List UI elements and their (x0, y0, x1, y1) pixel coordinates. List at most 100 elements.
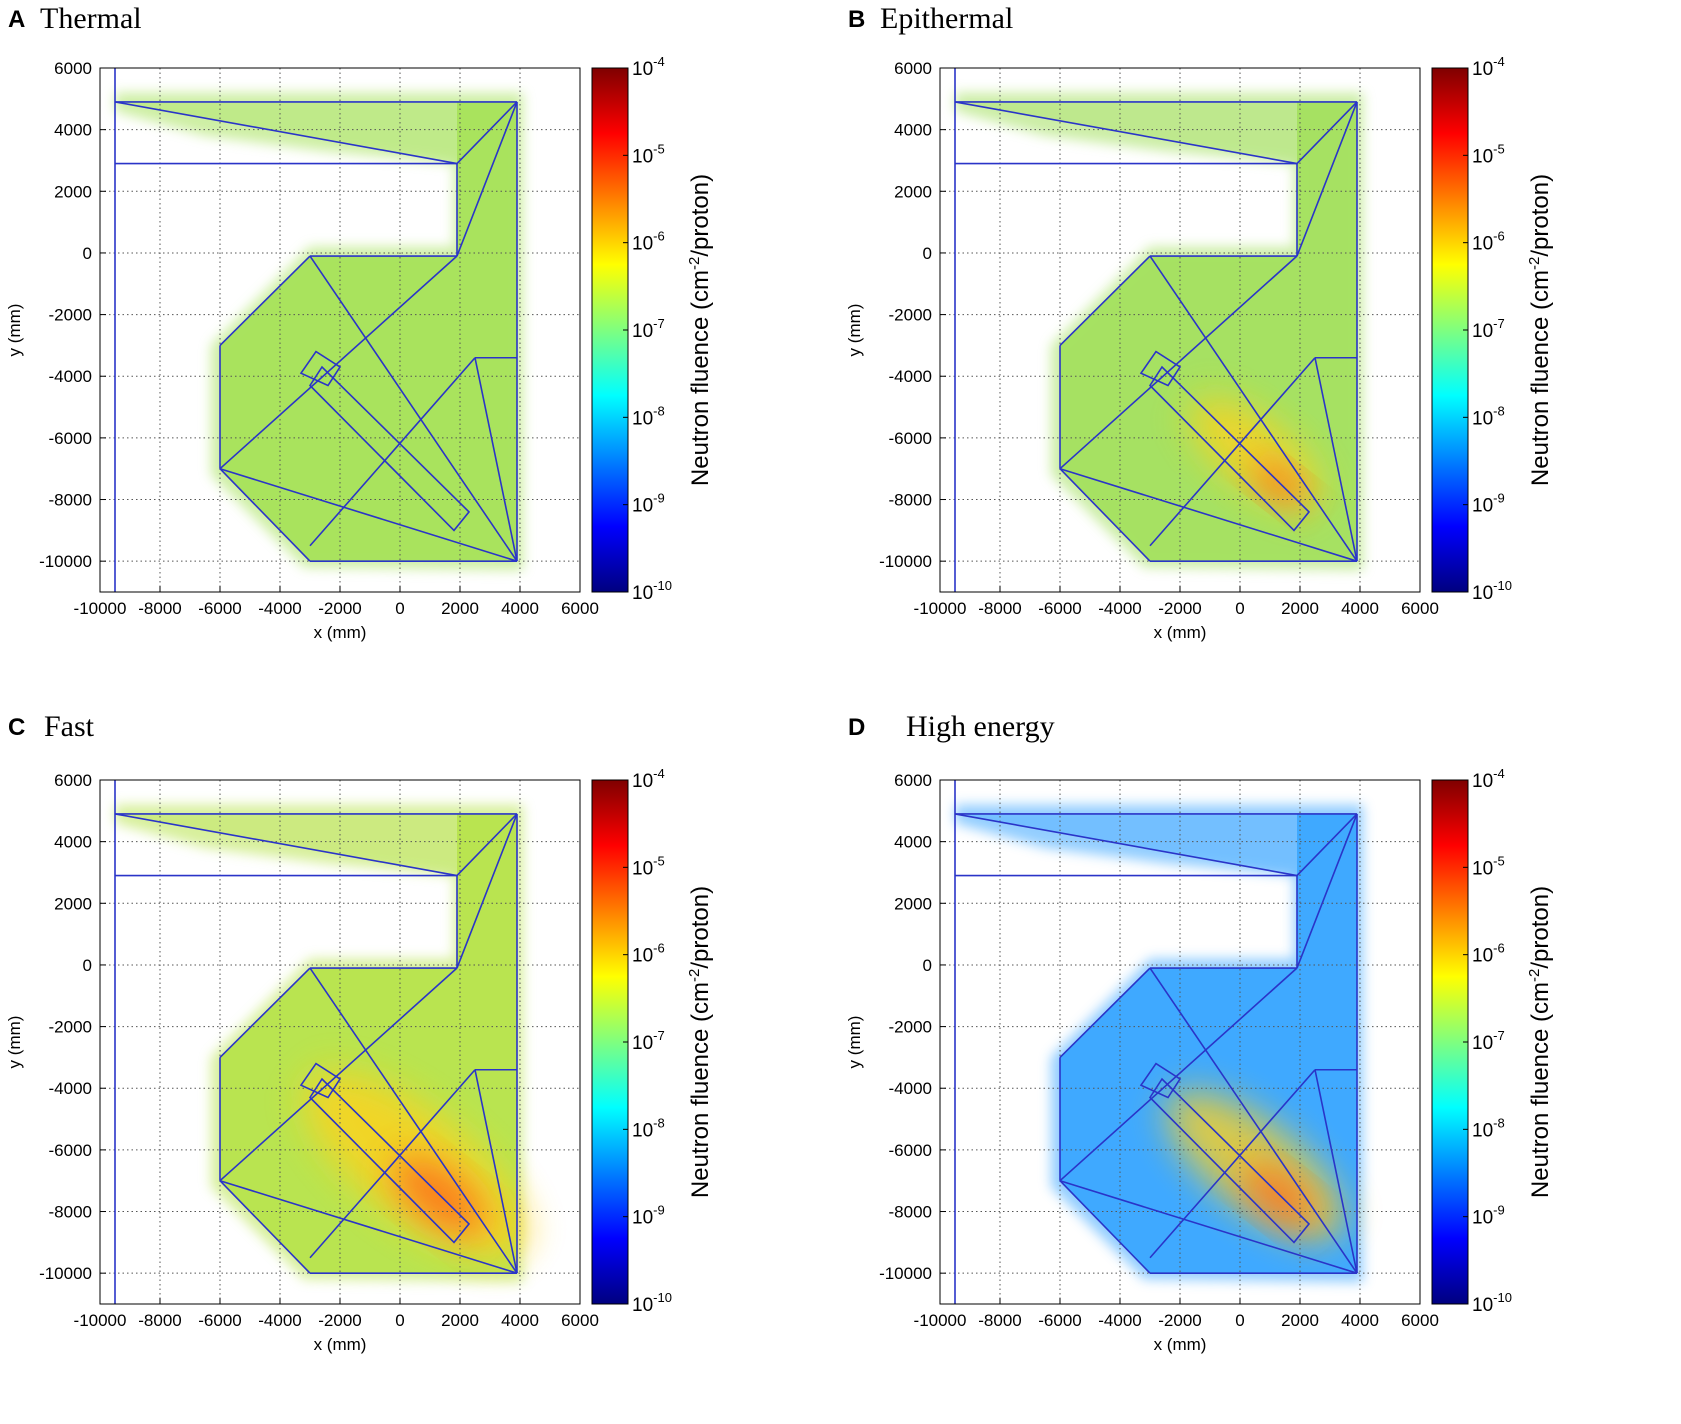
geometry-line (1149, 255, 1358, 562)
x-tick-label: -8000 (978, 1311, 1021, 1330)
colorbar-tick-label: 10-6 (1472, 229, 1505, 255)
x-tick-label: -10000 (74, 599, 127, 618)
geometry-line (1296, 813, 1358, 877)
geometry-line (309, 255, 518, 562)
x-tick-label: 6000 (561, 599, 599, 618)
panel-title: Epithermal (880, 2, 1014, 35)
x-tick-label: 4000 (501, 599, 539, 618)
panel-letter: C (8, 714, 26, 741)
y-tick-label: -6000 (889, 429, 932, 448)
cyclotron-outline (1139, 1062, 1182, 1099)
y-tick-label: -10000 (39, 552, 92, 571)
x-tick-label: -2000 (318, 1311, 361, 1330)
colorbar-label: Neutron fluence (cm-2/proton) (1526, 174, 1554, 486)
cyclotron-outline (299, 350, 342, 387)
panel-high-energy: D High energy -10000 -8000 -6000 -4000 -2000… (840, 710, 1680, 1424)
colorbar-label: Neutron fluence (cm-2/proton) (686, 174, 714, 486)
panel-title: High energy (906, 710, 1055, 743)
x-tick-label: 0 (1235, 1311, 1244, 1330)
y-tick-label: 0 (923, 244, 932, 263)
colorbar-tick-label: 10-10 (1472, 578, 1512, 604)
y-tick-label: -8000 (889, 491, 932, 510)
y-tick-label: 4000 (54, 121, 92, 140)
geometry-line (456, 813, 518, 877)
fluence-body (220, 101, 517, 562)
colorbar (591, 67, 629, 593)
y-tick-label: 2000 (894, 894, 932, 913)
y-tick-label: 6000 (54, 59, 92, 78)
geometry-line (309, 967, 518, 1274)
colorbar-tick-label: 10-9 (632, 491, 665, 517)
y-axis-label: y (mm) (845, 1016, 864, 1069)
geometry-line (456, 813, 518, 969)
colorbar-tick-label: 10-5 (1472, 141, 1505, 167)
colorbar-label: Neutron fluence (cm-2/proton) (1526, 886, 1554, 1198)
x-tick-label: -2000 (318, 599, 361, 618)
y-axis-label: y (mm) (845, 304, 864, 357)
x-tick-label: -2000 (1158, 1311, 1201, 1330)
geometry-line (1059, 967, 1151, 1058)
y-tick-label: -8000 (889, 1203, 932, 1222)
x-tick-label: 0 (395, 599, 404, 618)
colorbar-tick-label: 10-4 (1472, 766, 1505, 792)
colorbar-tick-label: 10-8 (632, 1115, 665, 1141)
colorbar-tick-label: 10-8 (632, 403, 665, 429)
geometry-line (1296, 101, 1358, 165)
y-tick-label: -6000 (49, 429, 92, 448)
x-tick-label: 4000 (501, 1311, 539, 1330)
x-tick-label: -4000 (258, 599, 301, 618)
y-tick-label: -4000 (49, 1079, 92, 1098)
cyclotron-outline (299, 1062, 342, 1099)
y-tick-label: -10000 (879, 1264, 932, 1283)
geometry-line (1059, 468, 1151, 562)
panel-letter: A (8, 6, 26, 33)
x-tick-label: -8000 (138, 599, 181, 618)
colorbar-tick-label: 10-7 (632, 316, 665, 342)
colorbar-tick-label: 10-4 (632, 766, 665, 792)
y-axis-label: y (mm) (5, 304, 24, 357)
y-tick-label: -4000 (889, 367, 932, 386)
y-tick-label: 6000 (894, 59, 932, 78)
colorbar-tick-label: 10-5 (1472, 853, 1505, 879)
geometry-line (219, 255, 311, 346)
geometry-line (309, 357, 476, 547)
panel-title: Thermal (40, 2, 142, 35)
colorbar-tick-label: 10-10 (632, 1290, 672, 1316)
x-tick-label: 0 (1235, 599, 1244, 618)
x-tick-label: -6000 (1038, 599, 1081, 618)
x-tick-label: -4000 (1098, 599, 1141, 618)
geometry-line (954, 101, 1298, 165)
y-tick-label: -2000 (49, 306, 92, 325)
x-tick-label: -8000 (978, 599, 1021, 618)
cyclotron-outline (1139, 350, 1182, 387)
geometry-line (954, 813, 1298, 877)
x-tick-label: 4000 (1341, 1311, 1379, 1330)
panel-title: Fast (44, 710, 95, 743)
x-tick-label: 2000 (1281, 1311, 1319, 1330)
colorbar-tick-label: 10-8 (1472, 1115, 1505, 1141)
geometry-line (1149, 967, 1358, 1274)
y-tick-label: -8000 (49, 491, 92, 510)
y-tick-label: -10000 (39, 1264, 92, 1283)
colorbar-tick-label: 10-6 (632, 941, 665, 967)
x-tick-label: -10000 (74, 1311, 127, 1330)
y-tick-label: 2000 (54, 894, 92, 913)
y-tick-label: -6000 (49, 1141, 92, 1160)
geometry-line (456, 101, 518, 165)
geometry-line (1314, 1069, 1358, 1274)
y-tick-label: 4000 (894, 833, 932, 852)
panel-fast: C Fast -10000 -8000 -6000 -4000 -2000 0 2000 40… (0, 710, 840, 1424)
colorbar-label: Neutron fluence (cm-2/proton) (686, 886, 714, 1198)
geometry-line (309, 1069, 476, 1259)
x-tick-label: -2000 (1158, 599, 1201, 618)
geometry-line (114, 813, 458, 877)
panel-letter: D (848, 714, 866, 741)
y-tick-label: 4000 (54, 833, 92, 852)
heatmap-plot: -10000 -8000 -6000 -4000 -2000 0 2000 4000 6000 6… (5, 54, 714, 642)
colorbar-tick-label: 10-9 (632, 1203, 665, 1229)
x-axis-label: x (mm) (1154, 1335, 1207, 1354)
y-tick-label: 0 (83, 956, 92, 975)
geometry-line (1314, 357, 1358, 562)
colorbar-tick-label: 10-4 (1472, 54, 1505, 80)
geometry-line (474, 357, 518, 562)
